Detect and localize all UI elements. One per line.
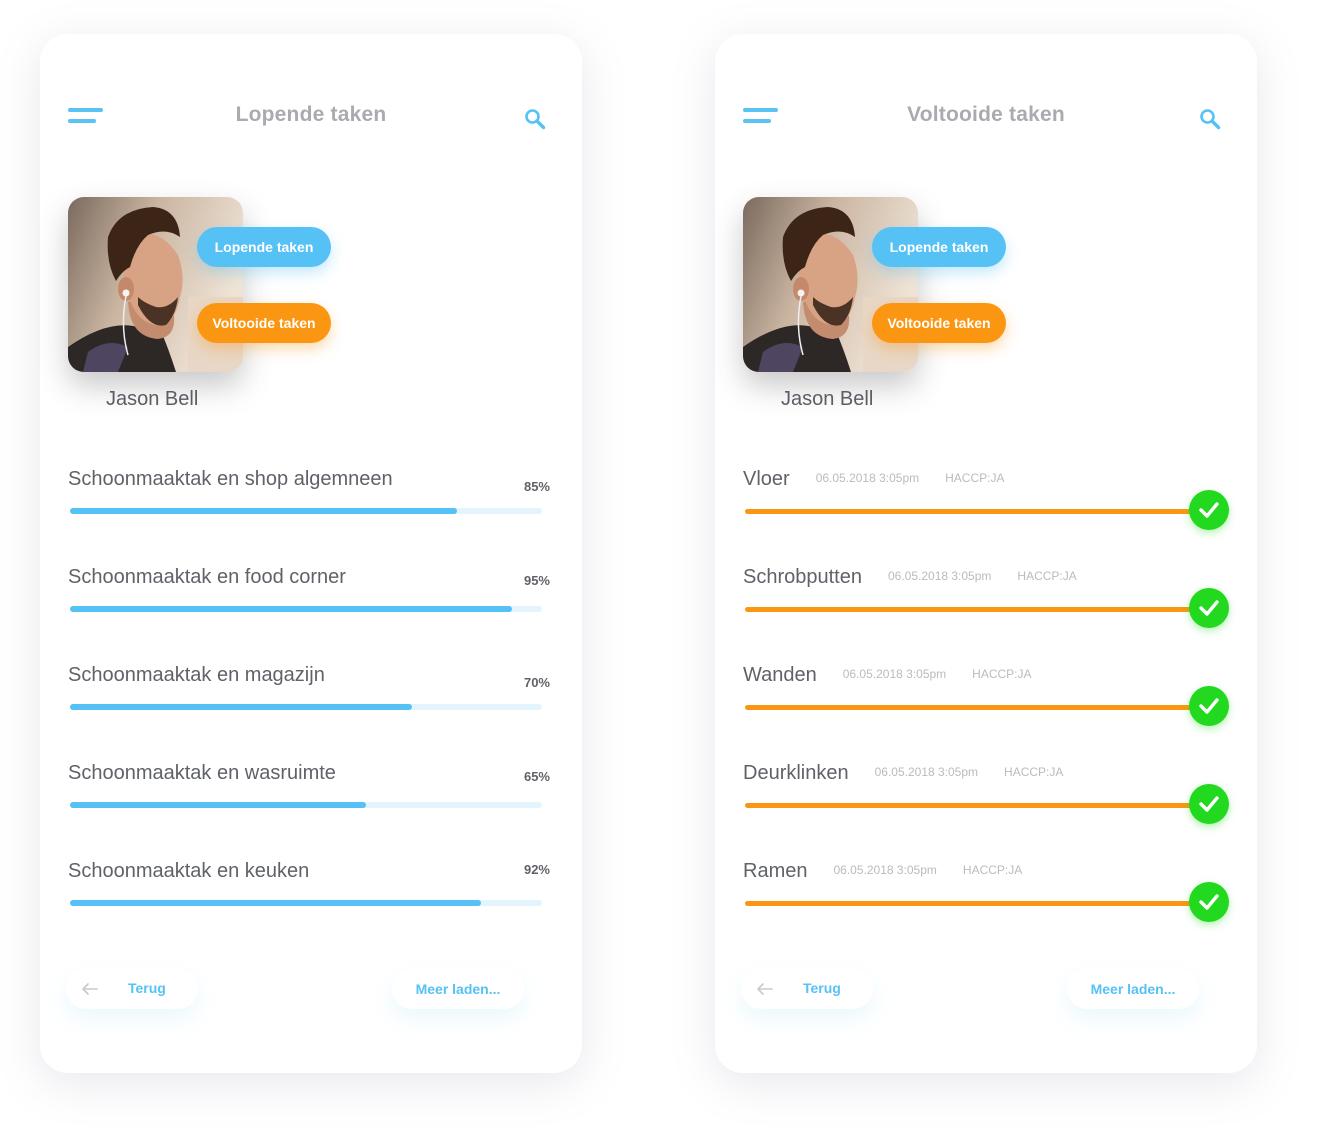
item-name: Ramen <box>743 860 808 882</box>
load-more-button[interactable]: Meer laden... <box>392 969 524 1009</box>
check-icon <box>1189 490 1229 530</box>
completed-item[interactable]: Vloer 06.05.2018 3:05pm HACCP:JA <box>743 468 1229 530</box>
progress-track <box>70 704 542 710</box>
avatar <box>743 197 918 372</box>
hamburger-menu-icon[interactable] <box>743 107 779 127</box>
item-name: Vloer <box>743 468 790 490</box>
task-item[interactable]: Schoonmaaktak en shop algemneen 85% <box>68 468 550 528</box>
completed-tasks-tab[interactable]: Voltooide taken <box>872 303 1006 343</box>
back-button[interactable]: Terug <box>741 969 873 1009</box>
check-icon <box>1189 784 1229 824</box>
ongoing-tasks-screen: Lopende taken Lopende taken Voltooide ta… <box>40 34 582 1073</box>
progress-fill <box>70 606 513 612</box>
page-title: Voltooide taken <box>907 103 1065 126</box>
progress-fill <box>70 508 458 514</box>
arrow-left-icon <box>757 983 773 995</box>
item-haccp: HACCP:JA <box>972 667 1032 681</box>
progress-track <box>70 606 542 612</box>
progress-fill <box>70 704 413 710</box>
item-date: 06.05.2018 3:05pm <box>874 765 979 779</box>
task-name: Schoonmaaktak en food corner <box>68 566 346 588</box>
back-button-label: Terug <box>128 980 166 996</box>
item-haccp: HACCP:JA <box>945 471 1005 485</box>
ongoing-tasks-tab[interactable]: Lopende taken <box>197 227 331 267</box>
progress-fill <box>70 802 366 808</box>
task-percent: 85% <box>523 479 550 494</box>
completed-line <box>745 803 1195 808</box>
arrow-left-icon <box>82 983 98 995</box>
completed-item[interactable]: Deurklinken 06.05.2018 3:05pm HACCP:JA <box>743 762 1229 824</box>
completed-tasks-screen: Voltooide taken Lopende taken Voltooide … <box>715 34 1257 1073</box>
task-percent: 65% <box>523 769 550 784</box>
item-name: Wanden <box>743 664 817 686</box>
hamburger-menu-icon[interactable] <box>68 107 104 127</box>
progress-fill <box>70 900 481 906</box>
completed-item[interactable]: Wanden 06.05.2018 3:05pm HACCP:JA <box>743 664 1229 726</box>
back-button[interactable]: Terug <box>66 969 198 1009</box>
task-percent: 70% <box>523 675 550 690</box>
item-date: 06.05.2018 3:05pm <box>887 569 992 583</box>
search-icon[interactable] <box>524 108 546 130</box>
progress-track <box>70 508 542 514</box>
item-haccp: HACCP:JA <box>962 863 1023 877</box>
item-name: Deurklinken <box>743 762 849 784</box>
search-icon[interactable] <box>1199 108 1221 130</box>
item-date: 06.05.2018 3:05pm <box>833 863 937 877</box>
completed-line <box>745 901 1195 906</box>
item-date: 06.05.2018 3:05pm <box>815 471 920 485</box>
task-name: Schoonmaaktak en shop algemneen <box>68 468 393 490</box>
avatar <box>68 197 243 372</box>
completed-line <box>745 607 1195 612</box>
check-icon <box>1189 588 1229 628</box>
completed-tasks-tab[interactable]: Voltooide taken <box>197 303 331 343</box>
task-name: Schoonmaaktak en keuken <box>68 860 310 882</box>
task-percent: 95% <box>523 573 550 588</box>
item-name: Schrobputten <box>743 566 862 588</box>
progress-track <box>70 900 542 906</box>
back-button-label: Terug <box>803 980 841 996</box>
task-item[interactable]: Schoonmaaktak en food corner 95% <box>68 566 550 626</box>
completed-item[interactable]: Ramen 06.05.2018 3:05pm HACCP:JA <box>743 860 1229 922</box>
completed-line <box>745 705 1195 710</box>
task-name: Schoonmaaktak en wasruimte <box>68 762 336 784</box>
check-icon <box>1189 882 1229 922</box>
progress-track <box>70 802 542 808</box>
page-title: Lopende taken <box>235 103 387 126</box>
item-haccp: HACCP:JA <box>1017 569 1077 583</box>
task-name: Schoonmaaktak en magazijn <box>68 664 325 686</box>
item-date: 06.05.2018 3:05pm <box>842 667 947 681</box>
task-item[interactable]: Schoonmaaktak en magazijn 70% <box>68 664 550 724</box>
user-name: Jason Bell <box>781 388 874 410</box>
task-item[interactable]: Schoonmaaktak en wasruimte 65% <box>68 762 550 822</box>
user-name: Jason Bell <box>106 388 199 410</box>
completed-item[interactable]: Schrobputten 06.05.2018 3:05pm HACCP:JA <box>743 566 1229 628</box>
check-icon <box>1189 686 1229 726</box>
task-percent: 92% <box>523 862 550 877</box>
task-item[interactable]: Schoonmaaktak en keuken 92% <box>68 860 550 920</box>
completed-line <box>745 509 1195 514</box>
ongoing-tasks-tab[interactable]: Lopende taken <box>872 227 1006 267</box>
item-haccp: HACCP:JA <box>1004 765 1064 779</box>
load-more-button[interactable]: Meer laden... <box>1067 969 1199 1009</box>
